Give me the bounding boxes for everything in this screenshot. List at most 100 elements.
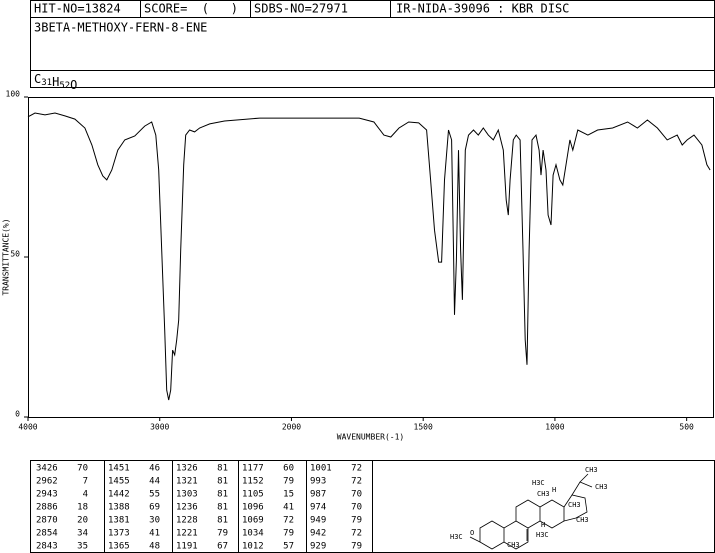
peak-wavenumber: 974 <box>310 503 326 513</box>
peak-transmittance: 44 <box>149 477 160 487</box>
peak-wavenumber: 1365 <box>108 542 130 552</box>
structure-labels: CH3 CH3 H3C H CH3 CH3 CH3 H H3C O H3C CH… <box>450 466 608 549</box>
x-tick-label: 500 <box>679 423 694 432</box>
peak-wavenumber: 1105 <box>242 490 264 500</box>
peak-transmittance: 81 <box>217 503 228 513</box>
sdbs-no: SDBS-NO=27971 <box>254 2 348 16</box>
ring-e <box>563 494 588 522</box>
peak-transmittance: 81 <box>217 477 228 487</box>
peak-transmittance: 79 <box>351 542 362 552</box>
peak-wavenumber: 1001 <box>310 464 332 474</box>
peak-transmittance: 30 <box>149 516 160 526</box>
peak-wavenumber: 2886 <box>36 503 58 513</box>
peak-wavenumber: 942 <box>310 529 326 539</box>
x-tick-label: 2000 <box>282 423 301 432</box>
peak-wavenumber: 929 <box>310 542 326 552</box>
peak-transmittance: 4 <box>83 490 88 500</box>
peak-transmittance: 60 <box>283 464 294 474</box>
peak-wavenumber: 3426 <box>36 464 58 474</box>
peak-wavenumber: 1326 <box>176 464 198 474</box>
peak-wavenumber: 1069 <box>242 516 264 526</box>
y-tick-label: 100 <box>6 90 21 99</box>
x-axis-label: WAVENUMBER(-1) <box>337 433 404 442</box>
peak-transmittance: 57 <box>283 542 294 552</box>
ring-a <box>479 520 505 550</box>
compound-name: 3BETA-METHOXY-FERN-8-ENE <box>34 21 207 35</box>
peak-transmittance: 55 <box>149 490 160 500</box>
peak-transmittance: 79 <box>283 477 294 487</box>
side-chain <box>571 473 593 496</box>
peak-wavenumber: 2943 <box>36 490 58 500</box>
atom-label: CH3 <box>576 516 589 524</box>
atom-label: CH3 <box>585 466 598 474</box>
peak-wavenumber: 1152 <box>242 477 264 487</box>
peak-transmittance: 79 <box>217 529 228 539</box>
peak-transmittance: 79 <box>283 529 294 539</box>
peak-transmittance: 81 <box>217 516 228 526</box>
peak-transmittance: 35 <box>77 542 88 552</box>
x-tick-label: 4000 <box>18 423 37 432</box>
atom-label: H <box>552 486 556 494</box>
peak-wavenumber: 1303 <box>176 490 198 500</box>
peak-transmittance: 15 <box>283 490 294 500</box>
atom-label: O <box>470 529 474 537</box>
peak-wavenumber: 2854 <box>36 529 58 539</box>
atom-label: H3C <box>450 533 463 541</box>
peak-wavenumber: 949 <box>310 516 326 526</box>
header-frame <box>30 0 715 88</box>
peak-transmittance: 7 <box>83 477 88 487</box>
formula: C31H52O <box>34 72 77 92</box>
peak-transmittance: 48 <box>149 542 160 552</box>
peak-transmittance: 41 <box>149 529 160 539</box>
peak-wavenumber: 2843 <box>36 542 58 552</box>
peak-wavenumber: 1228 <box>176 516 198 526</box>
peak-wavenumber: 1177 <box>242 464 264 474</box>
peak-transmittance: 72 <box>351 529 362 539</box>
peak-wavenumber: 2870 <box>36 516 58 526</box>
x-tick-label: 1500 <box>414 423 433 432</box>
peak-transmittance: 72 <box>283 516 294 526</box>
peak-transmittance: 69 <box>149 503 160 513</box>
x-tick-label: 1000 <box>545 423 564 432</box>
peak-wavenumber: 1451 <box>108 464 130 474</box>
peak-wavenumber: 1381 <box>108 516 130 526</box>
atom-label: H3C <box>532 479 545 487</box>
peak-wavenumber: 1236 <box>176 503 198 513</box>
peak-wavenumber: 1096 <box>242 503 264 513</box>
y-tick-label: 0 <box>15 410 20 419</box>
method: IR-NIDA-39096 : KBR DISC <box>396 2 569 16</box>
peak-wavenumber: 1034 <box>242 529 264 539</box>
peak-transmittance: 67 <box>217 542 228 552</box>
peak-transmittance: 70 <box>351 503 362 513</box>
y-tick-label: 50 <box>10 250 20 259</box>
peak-wavenumber: 1191 <box>176 542 198 552</box>
ring-c <box>515 499 541 529</box>
atom-label: CH3 <box>507 541 520 549</box>
peak-transmittance: 81 <box>217 490 228 500</box>
methoxy-bond <box>469 536 481 543</box>
atom-label: H <box>541 521 545 529</box>
y-axis-label: TRANSMITTANCE(%) <box>2 218 11 295</box>
peak-transmittance: 79 <box>351 516 362 526</box>
peak-wavenumber: 1373 <box>108 529 130 539</box>
peak-transmittance: 70 <box>351 490 362 500</box>
peak-wavenumber: 993 <box>310 477 326 487</box>
peak-wavenumber: 1388 <box>108 503 130 513</box>
peak-wavenumber: 1442 <box>108 490 130 500</box>
atom-label: H3C <box>536 531 549 539</box>
plot-frame <box>28 97 714 418</box>
atom-label: CH3 <box>537 490 550 498</box>
plot: 0 50 100 4000 3000 2000 1500 1000 500 WAVENUMBER(… <box>2 90 714 442</box>
peak-transmittance: 72 <box>351 464 362 474</box>
peak-wavenumber: 2962 <box>36 477 58 487</box>
ring-b <box>503 520 529 550</box>
atom-label: CH3 <box>595 483 608 491</box>
peak-wavenumber: 1012 <box>242 542 264 552</box>
atom-label: CH3 <box>568 501 581 509</box>
peak-transmittance: 72 <box>351 477 362 487</box>
spectrum-line <box>27 112 711 401</box>
peak-wavenumber: 1455 <box>108 477 130 487</box>
peak-wavenumber: 1321 <box>176 477 198 487</box>
